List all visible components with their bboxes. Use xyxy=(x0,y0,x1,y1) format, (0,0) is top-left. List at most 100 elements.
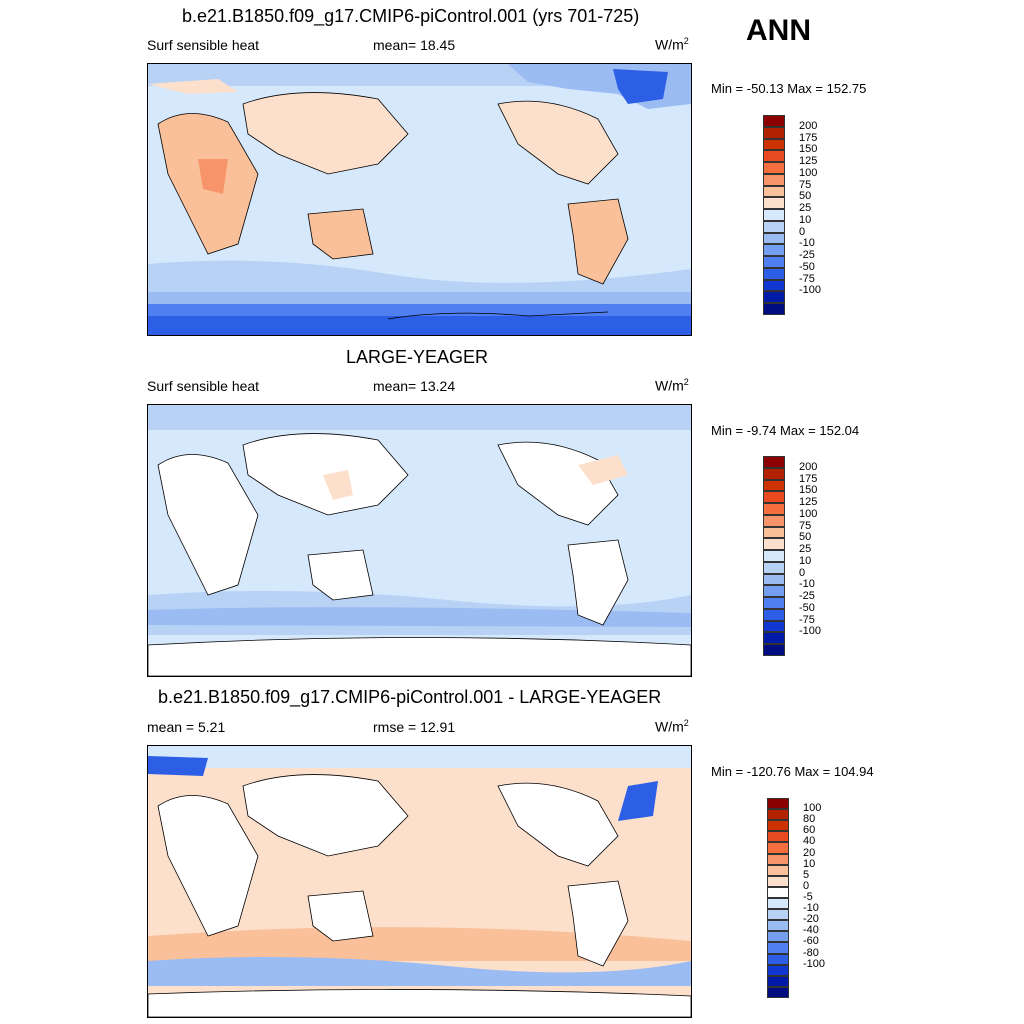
colorbar-swatch xyxy=(763,209,785,221)
colorbar-tick-label: 60 xyxy=(803,824,816,837)
panel3-map xyxy=(147,745,692,1018)
colorbar-tick-label: 0 xyxy=(799,225,806,238)
panel3-mean-label: mean = 5.21 xyxy=(147,719,226,735)
colorbar-swatch xyxy=(763,279,785,292)
panel1-units: W/m2 xyxy=(655,36,689,53)
panel1-colorbar: 200 175 150 125 100 75 50 25 10 0 -10 -25 -50 -75 -100 xyxy=(763,115,821,315)
colorbar-tick-label: 10 xyxy=(799,213,812,226)
colorbar-tick-label: -20 xyxy=(803,913,819,926)
colorbar-swatch xyxy=(763,561,785,574)
colorbar-tick-label: 25 xyxy=(799,543,812,556)
colorbar-tick-label: 80 xyxy=(803,813,816,826)
colorbar-swatch xyxy=(763,620,785,633)
colorbar-swatch xyxy=(763,608,785,621)
colorbar-swatch xyxy=(763,514,785,527)
colorbar-swatch xyxy=(763,467,785,480)
colorbar-swatch xyxy=(763,550,785,562)
colorbar-tick-label: -75 xyxy=(799,272,815,285)
colorbar-tick-label: -10 xyxy=(803,902,819,915)
panel2-variable-label: Surf sensible heat xyxy=(147,378,260,394)
colorbar-swatch xyxy=(767,886,789,898)
colorbar-tick-label: -25 xyxy=(799,590,815,603)
panel2-colorbar-boxes xyxy=(763,456,785,656)
panel1-variable-label: Surf sensible heat xyxy=(147,37,260,53)
colorbar-swatch xyxy=(767,853,789,865)
colorbar-swatch xyxy=(763,232,785,245)
colorbar-tick-label: -100 xyxy=(799,625,822,638)
colorbar-swatch xyxy=(763,503,785,515)
colorbar-tick-label: -100 xyxy=(799,284,822,297)
colorbar-tick-label: 10 xyxy=(803,857,816,870)
colorbar-tick-label: 100 xyxy=(799,166,818,179)
colorbar-swatch xyxy=(763,126,785,139)
colorbar-swatch xyxy=(763,197,785,209)
colorbar-tick-label: -100 xyxy=(803,957,826,970)
panel3-minmax: Min = -120.76 Max = 104.94 xyxy=(711,764,874,779)
colorbar-tick-label: -60 xyxy=(803,935,819,948)
colorbar-swatch xyxy=(763,526,785,539)
colorbar-swatch xyxy=(763,185,785,198)
colorbar-tick-label: -80 xyxy=(803,946,819,959)
colorbar-swatch xyxy=(763,256,785,268)
colorbar-swatch xyxy=(767,875,789,887)
panel3-units: W/m2 xyxy=(655,718,689,735)
panel1-mean-label: mean= 18.45 xyxy=(373,37,456,53)
colorbar-tick-label: 100 xyxy=(799,507,818,520)
colorbar-swatch xyxy=(763,456,785,468)
colorbar-swatch xyxy=(767,931,789,943)
colorbar-tick-label: -10 xyxy=(799,237,815,250)
colorbar-swatch xyxy=(763,644,785,656)
colorbar-swatch xyxy=(763,150,785,162)
colorbar-swatch xyxy=(763,267,785,280)
colorbar-swatch xyxy=(767,920,789,932)
colorbar-tick-label: 75 xyxy=(799,519,812,532)
colorbar-tick-label: 50 xyxy=(799,190,812,203)
colorbar-tick-label: -50 xyxy=(799,260,815,273)
panel2-minmax: Min = -9.74 Max = 152.04 xyxy=(711,423,860,438)
colorbar-swatch xyxy=(767,820,789,832)
colorbar-swatch xyxy=(767,864,789,876)
colorbar-tick-label: -75 xyxy=(799,613,815,626)
colorbar-tick-label: -10 xyxy=(799,578,815,591)
panel3-colorbar: 100 80 60 40 20 10 5 0 -5 -10 -20 -40 -60 -80 -100 xyxy=(767,798,825,998)
panel2-map xyxy=(147,404,692,677)
colorbar-tick-label: 25 xyxy=(799,202,812,215)
colorbar-swatch xyxy=(767,953,789,965)
colorbar-tick-label: 5 xyxy=(803,868,810,881)
colorbar-swatch xyxy=(763,491,785,503)
colorbar-swatch xyxy=(763,573,785,586)
colorbar-swatch xyxy=(767,809,789,821)
panel1-colorbar-boxes xyxy=(763,115,785,315)
panel2-title: LARGE-YEAGER xyxy=(346,347,489,367)
colorbar-tick-label: 0 xyxy=(799,566,806,579)
colorbar-tick-label: -40 xyxy=(803,924,819,937)
colorbar-tick-label: 0 xyxy=(803,879,810,892)
colorbar-tick-label: -25 xyxy=(799,249,815,262)
colorbar-swatch xyxy=(767,897,789,910)
panel3-rmse-label: rmse = 12.91 xyxy=(373,719,456,735)
panel1-minmax: Min = -50.13 Max = 152.75 xyxy=(711,81,867,96)
colorbar-swatch xyxy=(763,173,785,186)
colorbar-tick-label: 75 xyxy=(799,178,812,191)
colorbar-swatch xyxy=(763,220,785,233)
colorbar-tick-label: -5 xyxy=(803,891,813,903)
colorbar-swatch xyxy=(767,909,789,921)
colorbar-tick-label: 125 xyxy=(799,496,818,509)
colorbar-tick-label: 10 xyxy=(799,554,812,567)
panel1-title: b.e21.B1850.f09_g17.CMIP6-piControl.001 … xyxy=(182,6,640,26)
panel2-units: W/m2 xyxy=(655,377,689,394)
colorbar-swatch xyxy=(763,479,785,492)
colorbar-tick-label: 50 xyxy=(799,531,812,544)
colorbar-swatch xyxy=(763,162,785,174)
colorbar-tick-label: 150 xyxy=(799,143,818,156)
season-label: ANN xyxy=(746,14,811,47)
colorbar-tick-label: 100 xyxy=(803,802,822,815)
colorbar-swatch xyxy=(763,585,785,597)
colorbar-tick-label: -50 xyxy=(799,601,815,614)
colorbar-swatch xyxy=(767,964,789,976)
colorbar-tick-label: 40 xyxy=(803,835,816,848)
colorbar-swatch xyxy=(763,291,785,303)
colorbar-tick-label: 20 xyxy=(803,846,816,859)
colorbar-swatch xyxy=(763,632,785,644)
colorbar-swatch xyxy=(763,244,785,256)
